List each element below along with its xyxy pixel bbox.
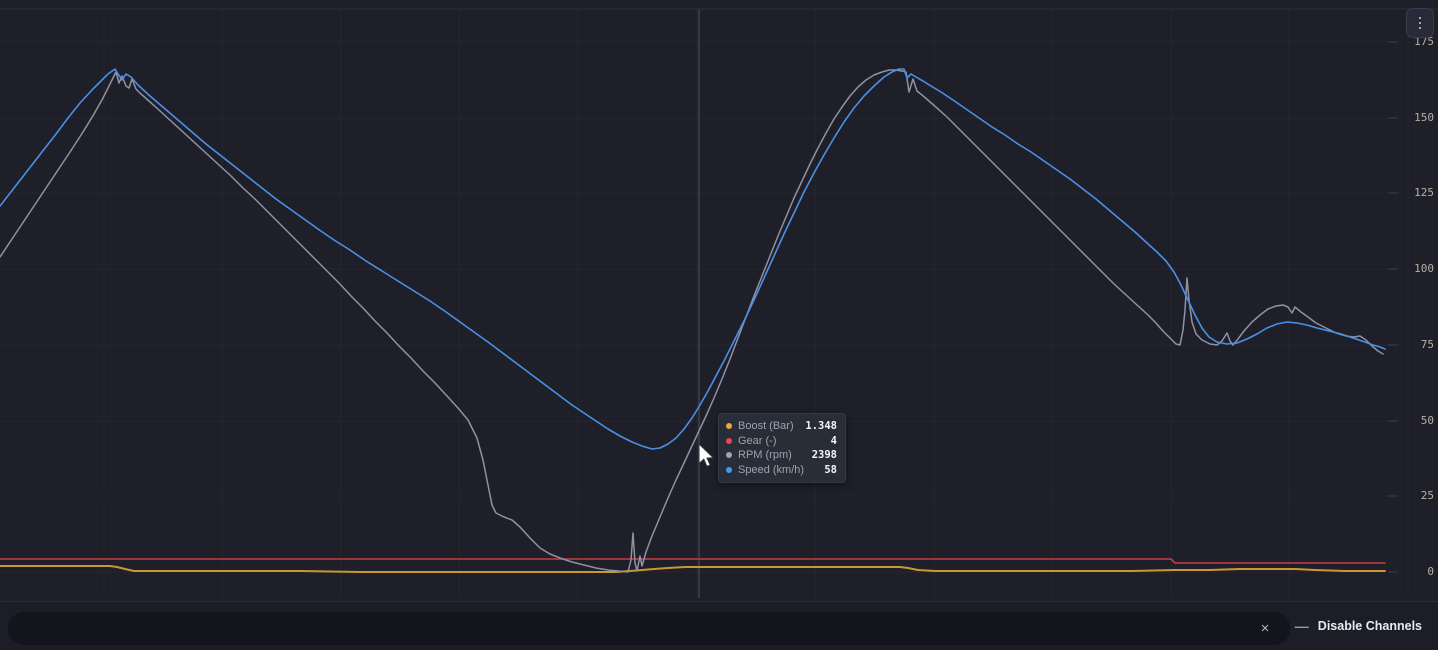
kebab-menu-icon: [1418, 16, 1422, 20]
y-axis-label: 100: [1414, 262, 1434, 275]
disable-channels-label: Disable Channels: [1317, 619, 1422, 633]
series-color-dot: [726, 452, 732, 459]
chart-menu-button[interactable]: [1406, 8, 1434, 38]
y-axis-label: 50: [1420, 414, 1434, 427]
series-line-rpm-rpm: [0, 69, 1384, 573]
dash-icon: —: [1294, 618, 1309, 634]
tooltip-series-label: Boost (Bar): [738, 420, 794, 433]
tooltip-series-value: 4: [830, 434, 837, 447]
tooltip-series-label: RPM (rpm): [738, 449, 792, 462]
chart-svg[interactable]: [0, 0, 1438, 601]
bottom-toolbar: × — Disable Channels: [0, 601, 1438, 650]
tooltip-series-label: Gear (-): [738, 434, 777, 447]
y-axis-label: 175: [1414, 35, 1434, 48]
kebab-menu-icon: [1418, 26, 1422, 30]
mouse-pointer: [699, 444, 715, 467]
y-axis-label: 125: [1414, 186, 1434, 199]
tooltip-series-value: 2398: [811, 449, 837, 462]
tooltip-row: Gear (-) 4: [726, 434, 837, 449]
series-color-dot: [726, 423, 732, 430]
y-axis-label: 150: [1414, 111, 1434, 124]
chart-area[interactable]: 175 150 125 100 75 50 25 0 Boost (Bar) 1.348 Gear…: [0, 0, 1438, 601]
series-line-boost-bar: [0, 565, 1386, 573]
y-axis-label: 75: [1420, 338, 1434, 351]
y-axis-label: 25: [1420, 489, 1434, 502]
disable-channels-button[interactable]: — Disable Channels: [1295, 602, 1422, 650]
series-line-speed-km-h: [0, 68, 1386, 450]
tooltip-series-label: Speed (km/h): [738, 463, 805, 476]
series-line-gear: [0, 558, 1386, 564]
tooltip-row: RPM (rpm) 2398: [726, 448, 837, 463]
tooltip-row: Speed (km/h) 58: [726, 463, 837, 478]
series-color-dot: [726, 437, 732, 444]
timeline-track[interactable]: ×: [8, 612, 1290, 645]
tooltip-series-value: 58: [824, 463, 837, 476]
y-axis-label: 0: [1427, 565, 1434, 578]
chart-tooltip: Boost (Bar) 1.348 Gear (-) 4 RPM (rpm) 2398 Sp…: [718, 413, 846, 483]
kebab-menu-icon: [1418, 21, 1422, 25]
tooltip-row: Boost (Bar) 1.348: [726, 419, 837, 434]
close-icon[interactable]: ×: [1260, 620, 1270, 637]
tooltip-series-value: 1.348: [805, 420, 837, 433]
series-color-dot: [726, 466, 732, 473]
